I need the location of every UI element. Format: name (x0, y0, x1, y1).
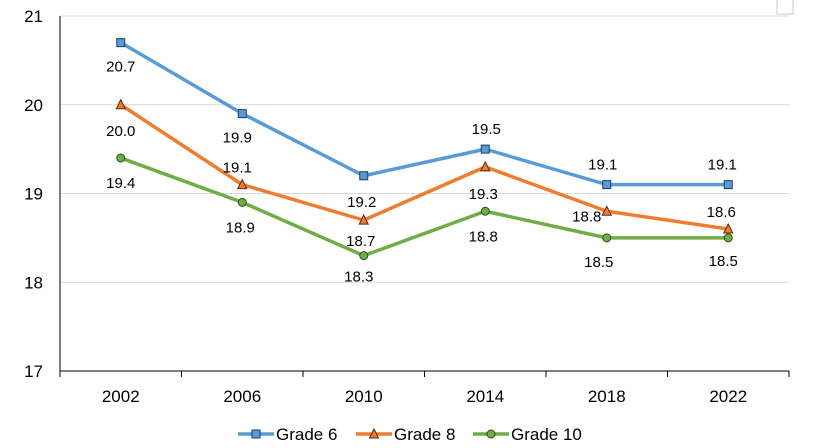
x-tick-label-2018: 2018 (588, 387, 626, 406)
data-label-grade-10-2014: 18.8 (469, 228, 498, 245)
marker-grade-10-2018 (602, 233, 612, 243)
legend-label-grade-6: Grade 6 (276, 425, 337, 444)
x-tick-label-2006: 2006 (223, 387, 261, 406)
marker-grade-6-2002 (116, 38, 126, 48)
x-tick-label-2022: 2022 (709, 387, 747, 406)
x-tick-label-2014: 2014 (466, 387, 504, 406)
legend-marker-grade-10 (486, 429, 496, 439)
legend: Grade 6 Grade 8 Grade 10 (238, 425, 582, 444)
x-axis-ticks: 2002 2006 2010 2014 2018 2022 (102, 387, 747, 406)
data-label-grade-10-2010: 18.3 (344, 269, 373, 286)
data-label-grade-8-2018: 18.8 (572, 208, 601, 225)
data-label-grade-8-2010: 18.7 (346, 233, 375, 250)
data-label-grade-6-2018: 19.1 (588, 157, 617, 174)
series-line-grade-6 (119, 40, 730, 187)
data-label-grade-10-2018: 18.5 (584, 254, 613, 271)
y-tick-label-21: 21 (24, 7, 43, 26)
data-label-grade-8-2006: 19.1 (223, 160, 252, 177)
data-label-grade-6-2002: 20.7 (106, 59, 135, 76)
x-tick-label-2002: 2002 (102, 387, 140, 406)
legend-marker-grade-6 (251, 429, 261, 439)
marker-grade-8-2002 (115, 98, 127, 110)
legend-label-grade-10: Grade 10 (511, 425, 582, 444)
series-group (115, 38, 734, 261)
data-label-grade-10-2002: 19.4 (106, 175, 135, 192)
series-line-grade-8 (119, 103, 730, 231)
axes (59, 16, 790, 377)
series-line-grade-10 (119, 156, 730, 258)
marker-grade-10-2010 (359, 251, 369, 261)
legend-marker-grade-8 (368, 427, 380, 439)
marker-grade-10-2002 (116, 153, 126, 163)
marker-grade-8-2022 (722, 222, 734, 234)
legend-label-grade-8: Grade 8 (394, 425, 455, 444)
marker-grade-6-2010 (359, 171, 369, 181)
marker-grade-8-2006 (236, 178, 248, 190)
data-label-grade-6-2014: 19.5 (472, 121, 501, 138)
data-label-grade-10-2022: 18.5 (709, 253, 738, 270)
marker-grade-6-2014 (480, 144, 490, 154)
data-labels: 20.7 19.9 19.2 19.5 19.1 19.1 20.0 19.1 18.7 19.3… (106, 59, 738, 286)
y-axis-ticks: 17 18 19 20 21 (24, 7, 43, 381)
marker-grade-6-2018 (602, 180, 612, 190)
y-tick-label-17: 17 (24, 362, 43, 381)
y-tick-label-18: 18 (24, 273, 43, 292)
x-tick-label-2010: 2010 (345, 387, 383, 406)
data-label-grade-6-2010: 19.2 (347, 194, 376, 211)
y-tick-label-20: 20 (24, 96, 43, 115)
data-label-grade-10-2006: 18.9 (226, 219, 255, 236)
data-label-grade-6-2022: 19.1 (708, 157, 737, 174)
resize-handle[interactable] (776, 0, 794, 15)
marker-grade-10-2014 (480, 206, 490, 216)
data-label-grade-8-2022: 18.6 (707, 204, 736, 221)
data-label-grade-6-2006: 19.9 (223, 130, 252, 147)
marker-grade-6-2022 (723, 180, 733, 190)
marker-grade-6-2006 (237, 109, 247, 119)
marker-grade-10-2022 (723, 233, 733, 243)
marker-grade-8-2010 (358, 214, 370, 225)
marker-grade-8-2014 (479, 160, 491, 172)
y-tick-label-19: 19 (24, 185, 43, 204)
marker-grade-10-2006 (237, 197, 247, 207)
data-label-grade-8-2002: 20.0 (106, 123, 135, 140)
data-label-grade-8-2014: 19.3 (469, 186, 498, 203)
marker-grade-8-2018 (601, 205, 613, 216)
